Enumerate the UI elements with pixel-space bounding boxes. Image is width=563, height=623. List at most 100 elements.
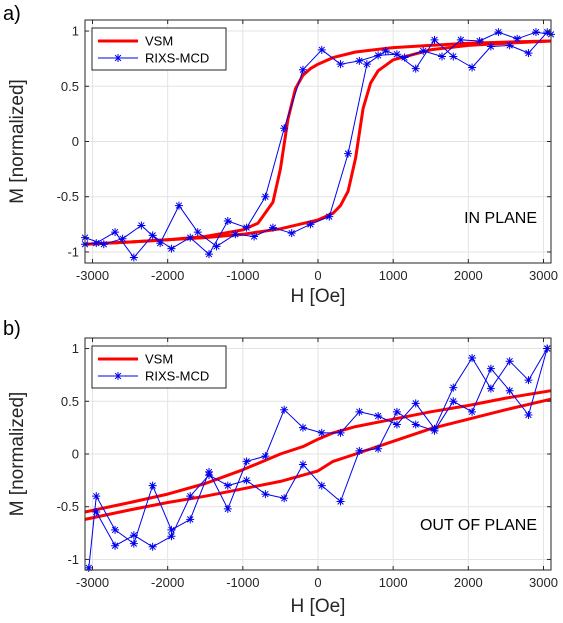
series-rixs-mcd	[81, 28, 555, 262]
rixs-mcd-point	[468, 407, 477, 416]
y-tick-label: -1	[67, 552, 79, 567]
rixs-mcd-point	[129, 539, 138, 548]
rixs-mcd-point	[317, 428, 326, 437]
vsm-branch-1-line	[84, 397, 552, 521]
rixs-mcd-point	[174, 201, 183, 210]
rixs-mcd-point	[325, 212, 334, 221]
y-tick-label: 0	[72, 134, 79, 149]
rixs-mcd-point	[242, 223, 251, 232]
rixs-mcd-point	[486, 42, 495, 51]
rixs-mcd-point	[513, 34, 522, 43]
rixs-mcd-point	[336, 428, 345, 437]
x-tick-label: 0	[314, 575, 321, 590]
rixs-mcd-point	[129, 531, 138, 540]
y-tick-label: 1	[72, 341, 79, 356]
rixs-mcd-point	[543, 28, 552, 37]
rixs-mcd-point	[374, 412, 383, 421]
rixs-mcd-point	[505, 357, 514, 366]
rixs-mcd-point	[524, 49, 533, 58]
rixs-mcd-point	[99, 240, 108, 249]
rixs-mcd-point	[167, 525, 176, 534]
rixs-mcd-point	[355, 446, 364, 455]
x-axis-label: H [Oe]	[291, 596, 346, 617]
rixs-mcd-point	[280, 405, 289, 414]
rixs-mcd-point	[167, 244, 176, 253]
rixs-mcd-branch-0-line	[88, 348, 548, 568]
rixs-mcd-point	[317, 45, 326, 54]
rixs-mcd-point	[111, 525, 120, 534]
panel-b: -3000 -2000 -1000 0 1000 2000 3000 -1 -0.5 0 0.5 1 H…	[3, 318, 558, 617]
legend-label-vsm: VSM	[145, 34, 173, 49]
rixs-mcd-point	[242, 457, 251, 466]
rixs-mcd-point	[392, 407, 401, 416]
rixs-mcd-point	[111, 228, 120, 237]
legend-box	[91, 345, 227, 389]
x-tick-label: -2000	[151, 268, 184, 283]
rixs-mcd-point	[374, 51, 383, 60]
rixs-mcd-point	[280, 124, 289, 133]
rixs-mcd-point	[223, 217, 232, 226]
rixs-mcd-point	[374, 444, 383, 453]
rixs-mcd-point	[475, 36, 484, 45]
rixs-mcd-point	[261, 452, 270, 461]
rixs-mcd-point	[355, 56, 364, 65]
rixs-mcd-point	[280, 494, 289, 503]
rixs-mcd-point	[449, 397, 458, 406]
rixs-mcd-point	[336, 60, 345, 69]
legend-marker-star	[114, 372, 122, 380]
rixs-mcd-point	[306, 220, 315, 229]
x-tick-label: -3000	[76, 575, 109, 590]
rixs-mcd-point	[392, 420, 401, 429]
rixs-mcd-point	[92, 492, 101, 501]
rixs-mcd-point	[137, 221, 146, 230]
rixs-mcd-point	[362, 60, 371, 69]
rixs-mcd-point	[505, 386, 514, 395]
rixs-mcd-point	[468, 63, 477, 72]
legend-label-rixs-mcd: RIXS-MCD	[145, 369, 209, 384]
rixs-mcd-point	[186, 233, 195, 242]
vsm-branch-0-line	[84, 389, 552, 514]
rixs-mcd-point	[355, 407, 364, 416]
plot-annotation: OUT OF PLANE	[420, 517, 537, 534]
y-tick-label: 0.5	[61, 79, 79, 94]
x-tick-label: 2000	[454, 575, 483, 590]
rixs-mcd-point	[261, 192, 270, 201]
rixs-mcd-point	[494, 28, 503, 37]
rixs-mcd-point	[242, 476, 251, 485]
rixs-mcd-point	[156, 239, 165, 248]
rixs-mcd-point	[268, 223, 277, 232]
rixs-mcd-point	[92, 239, 101, 248]
rixs-mcd-point	[449, 383, 458, 392]
panel-label: b)	[3, 318, 21, 340]
y-axis-label: M [normalized]	[7, 392, 28, 517]
panel-a: -3000 -2000 -1000 0 1000 2000 3000 -1 -0.5 0 0.5 1 H…	[3, 3, 558, 307]
rixs-mcd-point	[298, 460, 307, 469]
y-tick-label: 0.5	[61, 394, 79, 409]
x-tick-label: 2000	[454, 268, 483, 283]
legend-label-rixs-mcd: RIXS-MCD	[145, 51, 209, 66]
x-tick-label: -1000	[226, 268, 259, 283]
rixs-mcd-point	[505, 41, 514, 50]
x-tick-label: 0	[314, 268, 321, 283]
rixs-mcd-point	[411, 399, 420, 408]
legend: VSM RIXS-MCD	[91, 27, 227, 71]
rixs-mcd-point	[223, 504, 232, 513]
rixs-mcd-point	[531, 28, 540, 37]
rixs-mcd-point	[205, 250, 214, 259]
rixs-mcd-point	[449, 52, 458, 61]
y-tick-label: -0.5	[57, 499, 79, 514]
series-vsm	[84, 389, 552, 521]
rixs-mcd-point	[411, 420, 420, 429]
rixs-mcd-point	[486, 384, 495, 393]
x-tick-label: 1000	[379, 268, 408, 283]
x-tick-label: 1000	[379, 575, 408, 590]
rixs-mcd-point	[419, 46, 428, 55]
legend-box	[91, 27, 227, 71]
series-rixs-mcd	[84, 344, 552, 572]
rixs-mcd-point	[524, 376, 533, 385]
rixs-mcd-point	[167, 532, 176, 541]
y-tick-label: -1	[67, 244, 79, 259]
y-tick-label: 0	[72, 447, 79, 462]
rixs-mcd-point	[287, 229, 296, 238]
